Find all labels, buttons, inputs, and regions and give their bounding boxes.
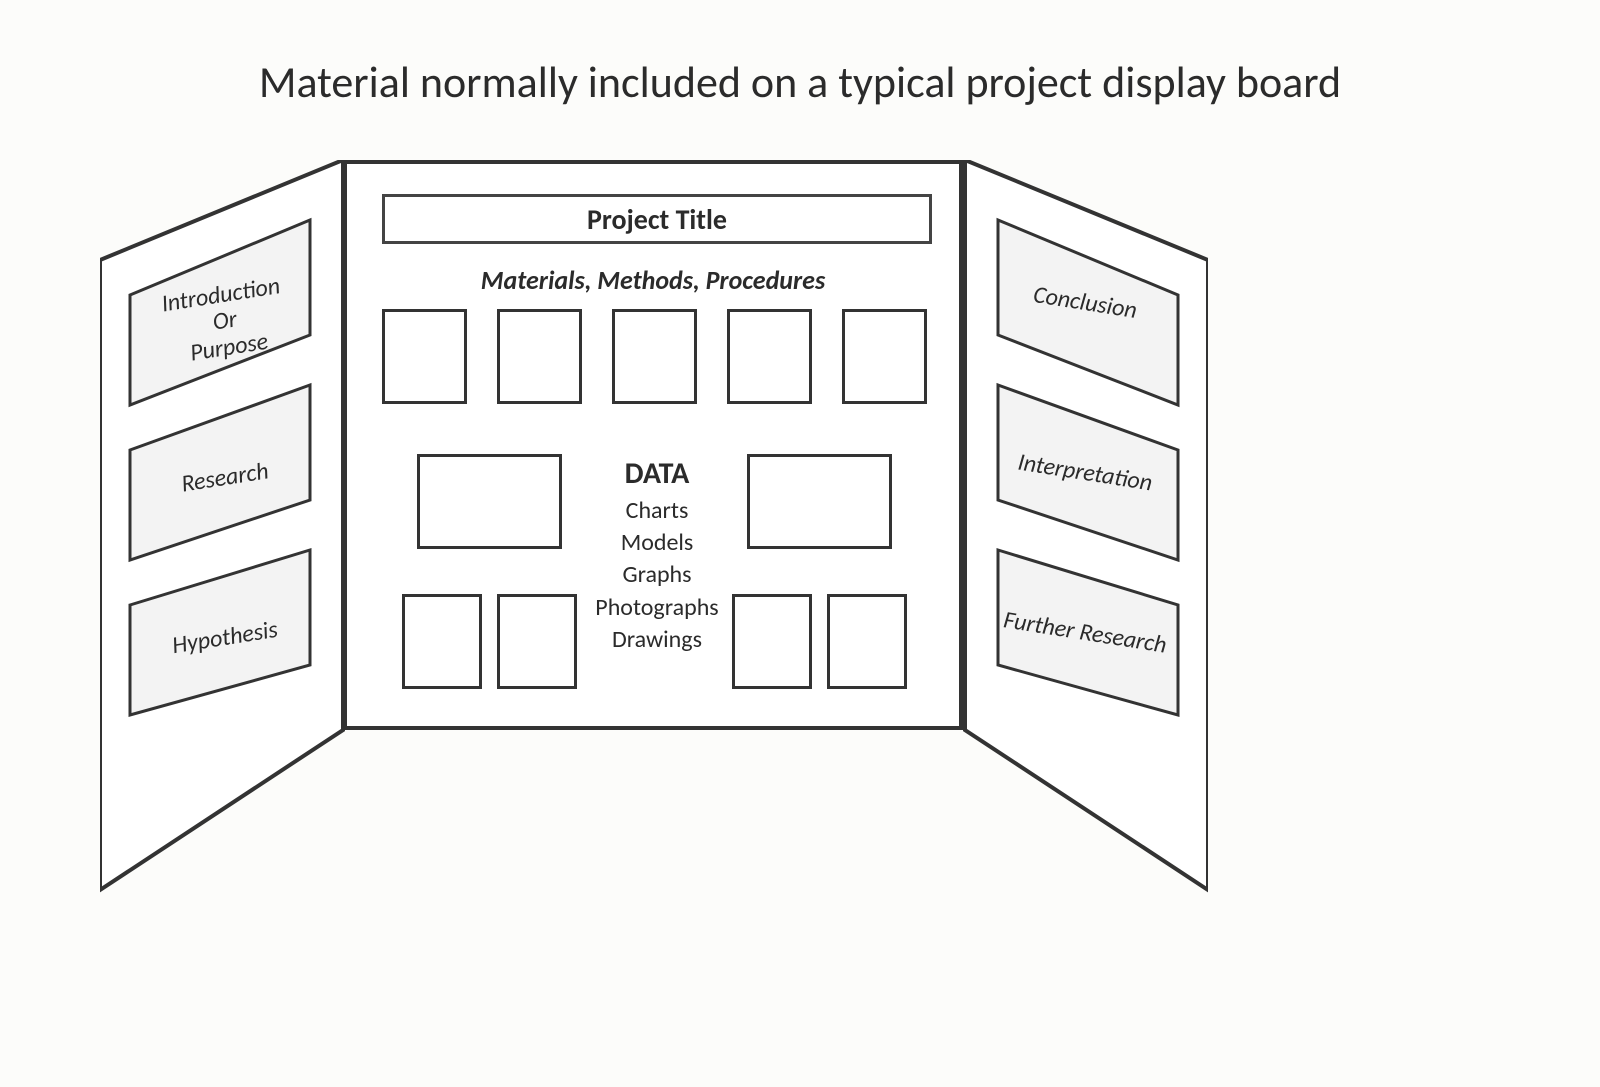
page-title: Material normally included on a typical …: [0, 55, 1600, 109]
data-line: Photographs: [577, 592, 737, 624]
data-rect: [747, 454, 892, 549]
project-title-box: Project Title: [382, 194, 932, 244]
data-line: Models: [577, 527, 737, 559]
left-wing: [100, 160, 345, 920]
data-line: Graphs: [577, 559, 737, 591]
data-box: [402, 594, 482, 689]
method-box: [382, 309, 467, 404]
right-wing: [963, 160, 1208, 920]
data-box: [497, 594, 577, 689]
data-box: [827, 594, 907, 689]
data-rect: [417, 454, 562, 549]
method-box: [497, 309, 582, 404]
data-box: [732, 594, 812, 689]
method-box: [727, 309, 812, 404]
data-heading: DATA: [577, 454, 737, 495]
data-block: DATA Charts Models Graphs Photographs Dr…: [577, 454, 737, 656]
center-panel: Project Title Materials, Methods, Proced…: [343, 160, 963, 730]
method-box: [612, 309, 697, 404]
method-box: [842, 309, 927, 404]
data-line: Drawings: [577, 624, 737, 656]
data-line: Charts: [577, 495, 737, 527]
methods-heading: Materials, Methods, Procedures: [347, 264, 959, 296]
trifold-diagram: Introduction Or Purpose Research Hypothe…: [100, 160, 1500, 960]
